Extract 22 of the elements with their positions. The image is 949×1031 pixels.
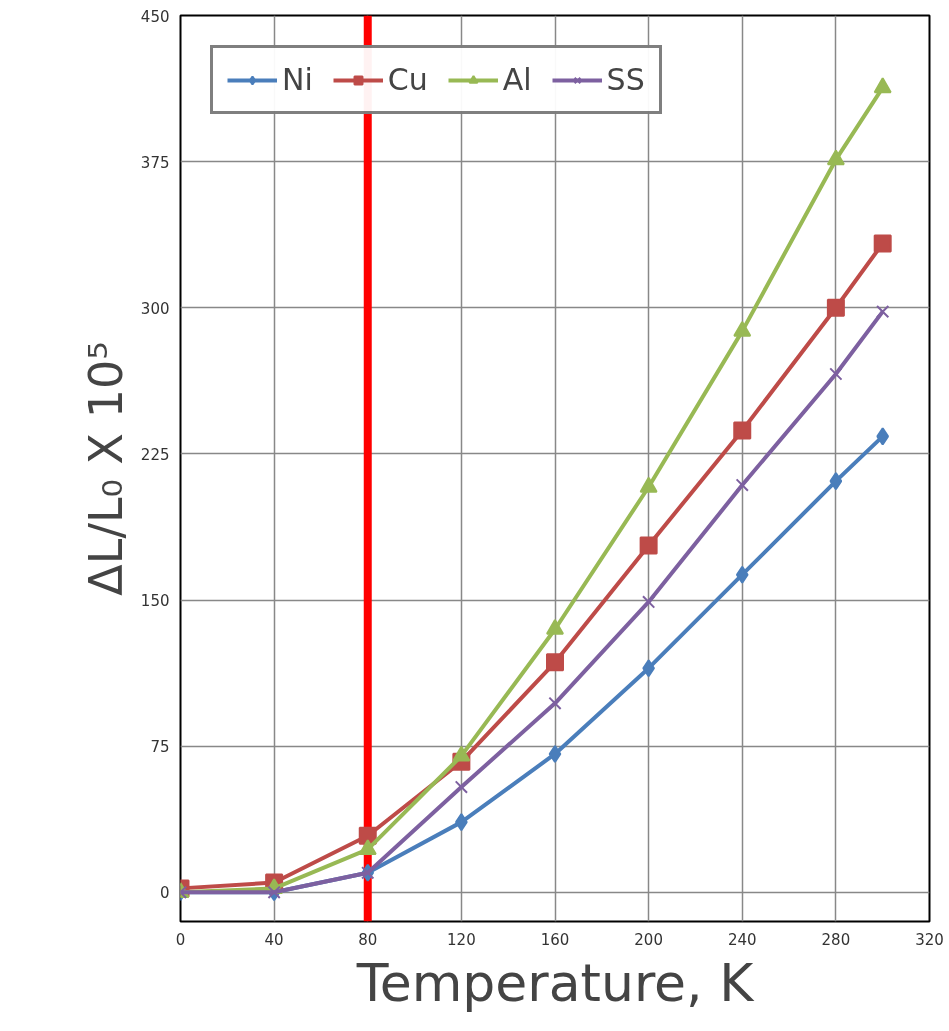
legend-label: SS bbox=[606, 62, 645, 97]
x-tick-label: 200 bbox=[634, 930, 663, 949]
legend-label: Al bbox=[502, 62, 532, 97]
y-axis-title: ΔL/L₀ X 10⁵ bbox=[78, 341, 133, 596]
x-axis-title: Temperature, K bbox=[355, 952, 756, 1013]
y-tick-label: 450 bbox=[140, 7, 170, 26]
x-tick-label: 0 bbox=[175, 930, 186, 949]
y-tick-label: 375 bbox=[140, 153, 170, 172]
x-tick-label: 40 bbox=[264, 930, 284, 949]
y-tick-label: 150 bbox=[140, 592, 170, 611]
y-tick-label: 0 bbox=[159, 884, 170, 903]
legend-label: Cu bbox=[387, 62, 428, 97]
y-tick-label: 300 bbox=[140, 299, 170, 318]
legend-label: Ni bbox=[282, 62, 313, 97]
y-tick-label: 225 bbox=[140, 445, 170, 464]
y-tick-label: 75 bbox=[150, 738, 170, 757]
x-tick-label: 240 bbox=[727, 930, 757, 949]
x-tick-label: 160 bbox=[540, 930, 570, 949]
x-tick-label: 120 bbox=[447, 930, 476, 949]
x-tick-label: 280 bbox=[821, 930, 851, 949]
x-tick-label: 80 bbox=[358, 930, 378, 949]
x-tick-label: 320 bbox=[915, 930, 944, 949]
